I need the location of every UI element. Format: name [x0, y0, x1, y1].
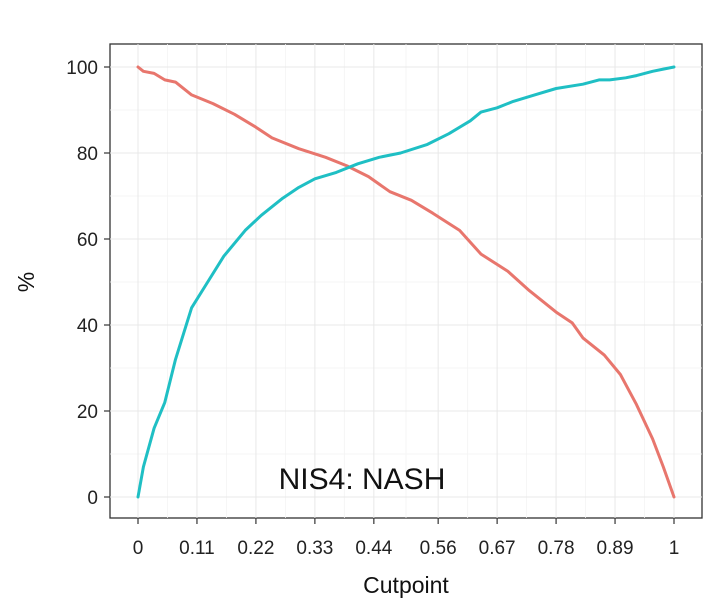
x-tick-label: 0.22 [237, 538, 274, 559]
y-axis-title: % [13, 272, 39, 292]
x-tick-label: 0.33 [296, 538, 333, 559]
x-tick-label: 0.56 [420, 538, 457, 559]
x-tick-label: 0.44 [355, 538, 392, 559]
y-tick-label: 40 [77, 316, 98, 337]
grid [110, 44, 702, 518]
x-tick-label: 0.67 [479, 538, 516, 559]
y-tick-label: 100 [66, 58, 98, 79]
x-tick-label: 0.78 [538, 538, 575, 559]
y-tick-label: 20 [77, 402, 98, 423]
y-tick-label: 0 [87, 488, 98, 509]
x-tick-label: 0 [133, 538, 144, 559]
x-tick-label: 1 [669, 538, 680, 559]
x-tick-label: 0.89 [597, 538, 634, 559]
x-tick-label: 0.11 [179, 538, 215, 559]
axis-ticks: 0 0.11 0.22 0.33 0.44 0.56 0.67 0.78 0.89 1 0 20 40 6… [66, 58, 679, 559]
annotation-label: NIS4: NASH [279, 463, 446, 496]
y-tick-label: 60 [77, 230, 98, 251]
series-layer [136, 65, 676, 499]
x-axis-title: Cutpoint [363, 572, 449, 598]
y-tick-label: 80 [77, 144, 98, 165]
series-line-1 [136, 65, 676, 499]
series-line-2 [136, 65, 676, 499]
